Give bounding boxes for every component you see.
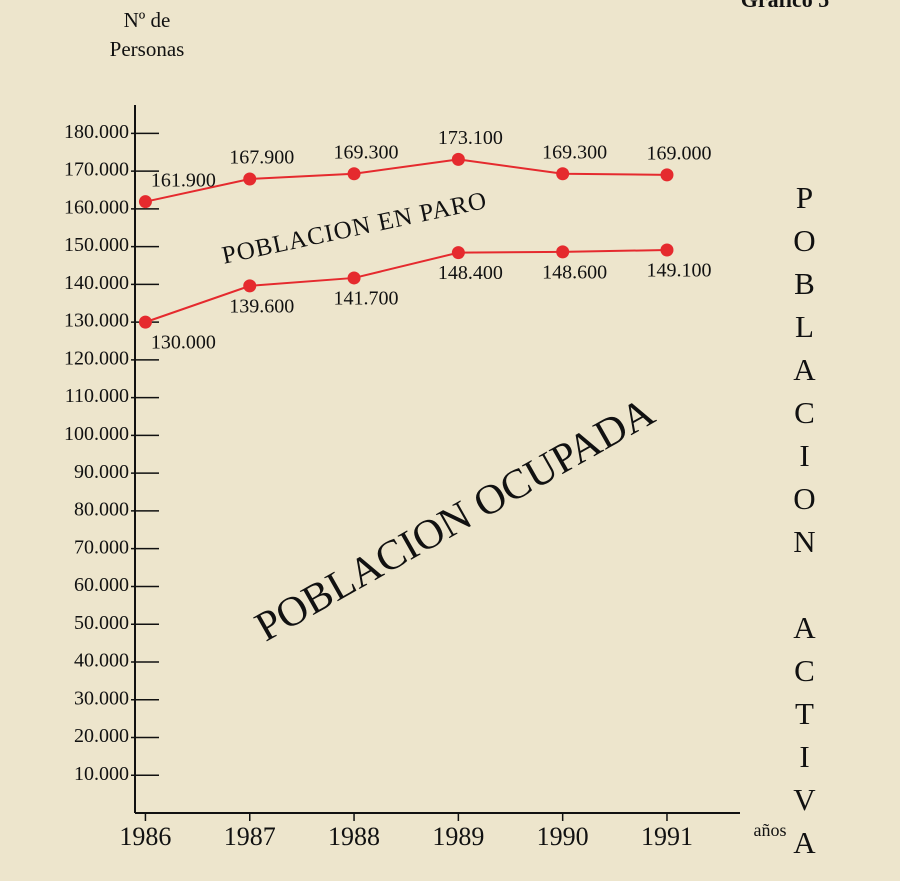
data-label: 161.900 xyxy=(151,169,216,191)
y-tick-label: 140.000 xyxy=(64,272,129,294)
x-tick-label: 1989 xyxy=(432,822,484,851)
y-tick-label: 40.000 xyxy=(74,650,129,672)
y-tick-label: 50.000 xyxy=(74,612,129,634)
data-point xyxy=(138,195,152,209)
y-tick-label: 20.000 xyxy=(74,725,129,747)
y-tick-label: 60.000 xyxy=(74,574,129,596)
data-point xyxy=(243,172,257,186)
data-point xyxy=(243,279,257,293)
data-label: 130.000 xyxy=(151,332,216,354)
y-tick-label: 130.000 xyxy=(64,310,129,332)
chart-title: Gráfico 5 xyxy=(741,0,830,12)
data-label: 141.700 xyxy=(334,288,399,310)
y-tick-label: 120.000 xyxy=(64,347,129,369)
data-point xyxy=(556,245,570,259)
data-label: 148.400 xyxy=(438,262,503,284)
data-label: 169.300 xyxy=(542,141,607,163)
y-axis-label: Nº de Personas xyxy=(109,8,185,61)
series-line xyxy=(145,248,668,324)
data-point xyxy=(347,271,361,285)
data-label: 173.100 xyxy=(438,127,503,149)
x-axis-label: años xyxy=(754,820,787,840)
x-tick-label: 1988 xyxy=(328,822,380,851)
y-tick-label: 90.000 xyxy=(74,461,129,483)
series-label: POBLACION ACTIVA xyxy=(787,180,822,868)
data-label: 169.000 xyxy=(646,142,711,164)
data-point xyxy=(138,315,152,329)
data-point xyxy=(556,167,570,181)
y-tick-label: 170.000 xyxy=(64,159,129,181)
data-label: 167.900 xyxy=(229,147,294,169)
x-tick-label: 1991 xyxy=(641,822,693,851)
x-tick-label: 1987 xyxy=(224,822,276,851)
y-tick-label: 10.000 xyxy=(74,763,129,785)
y-tick-label: 150.000 xyxy=(64,234,129,256)
data-point xyxy=(660,243,674,257)
data-point xyxy=(451,152,465,166)
y-tick-label: 180.000 xyxy=(64,121,129,143)
y-tick-label: 110.000 xyxy=(65,385,129,407)
y-tick-label: 160.000 xyxy=(64,196,129,218)
x-tick-label: 1990 xyxy=(537,822,589,851)
data-label: 139.600 xyxy=(229,295,294,317)
x-tick-label: 1986 xyxy=(119,822,171,851)
y-tick-label: 80.000 xyxy=(74,499,129,521)
annotation: POBLACION EN PARO xyxy=(220,187,490,270)
data-label: 149.100 xyxy=(646,260,711,282)
y-tick-label: 70.000 xyxy=(74,536,129,558)
y-tick-label: 100.000 xyxy=(64,423,129,445)
data-label: 148.600 xyxy=(542,261,607,283)
y-tick-label: 30.000 xyxy=(74,687,129,709)
series-line xyxy=(145,158,667,203)
data-point xyxy=(451,246,465,260)
data-point xyxy=(347,167,361,181)
data-point xyxy=(660,168,674,182)
data-label: 169.300 xyxy=(334,141,399,163)
